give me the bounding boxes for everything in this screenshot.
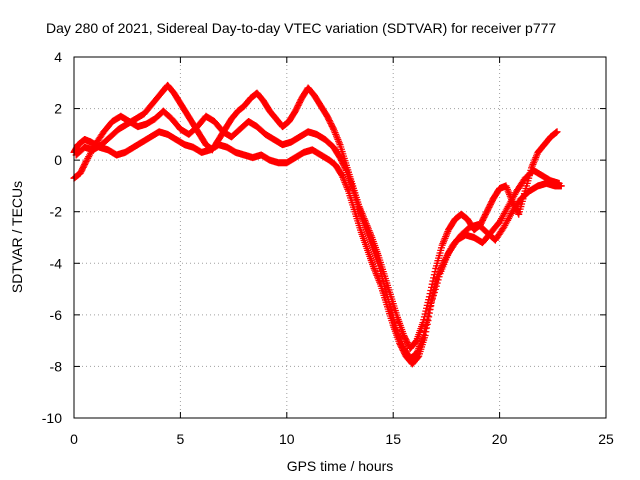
y-axis-label: SDTVAR / TECUs [9,181,25,293]
data-point [425,293,433,301]
data-point [329,124,337,132]
data-point [427,287,435,295]
y-tick-label: 0 [54,152,62,168]
y-tick-label: -10 [42,410,62,426]
data-point [82,158,90,166]
y-tick-label: 2 [54,101,62,117]
data-point [431,268,439,276]
data-point [429,277,437,285]
data-point [420,328,428,336]
data-point [430,274,438,282]
grid-lines [74,57,606,418]
y-tick-label: -2 [50,204,63,220]
x-tick-label: 15 [385,431,401,447]
data-point [428,280,436,288]
x-tick-label: 10 [279,431,295,447]
x-tick-label: 20 [492,431,508,447]
y-tick-label: -4 [50,255,63,271]
data-points [70,81,565,368]
x-tick-label: 25 [598,431,614,447]
y-tick-label: -8 [50,358,63,374]
x-tick-label: 0 [70,431,78,447]
data-point [557,182,565,190]
x-axis-label: GPS time / hours [287,458,394,474]
y-tick-label: -6 [50,307,63,323]
y-tick-label: 4 [54,49,62,65]
x-tick-label: 5 [177,431,185,447]
data-point [426,290,434,298]
data-point [430,271,438,279]
data-point [514,209,522,217]
plot-frame [73,56,607,419]
data-point [553,128,561,136]
data-point [428,283,436,291]
chart-title: Day 280 of 2021, Sidereal Day-to-day VTE… [46,20,556,36]
